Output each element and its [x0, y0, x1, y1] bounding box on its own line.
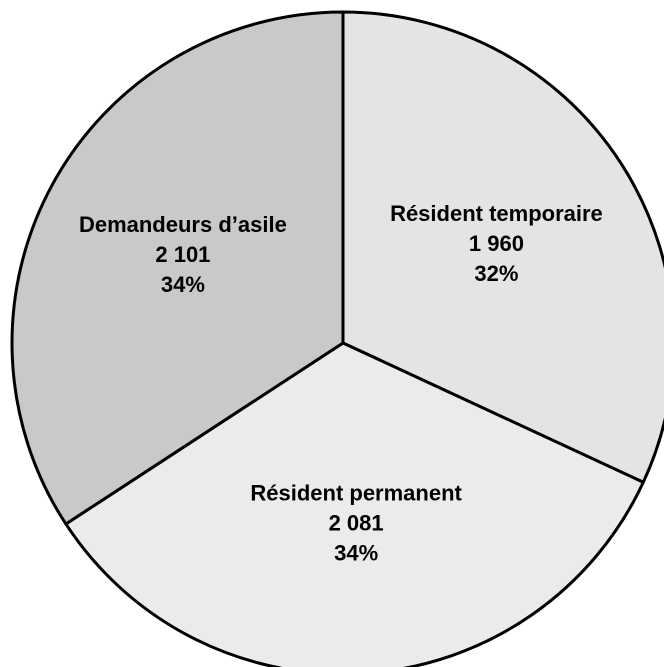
value-label: 2 081 [329, 510, 384, 535]
pie-slice [64, 341, 645, 667]
percentage-label: 34% [161, 272, 205, 297]
slice-label: Résident temporaire [390, 201, 603, 226]
slice-label: Demandeurs d’asile [79, 212, 287, 237]
value-label: 2 101 [155, 242, 210, 267]
percentage-label: 32% [474, 261, 518, 286]
pie-slice [341, 10, 664, 484]
slice-label: Résident permanent [250, 480, 462, 505]
value-label: 1 960 [469, 231, 524, 256]
pie-slice [10, 10, 345, 526]
percentage-label: 34% [334, 540, 378, 565]
